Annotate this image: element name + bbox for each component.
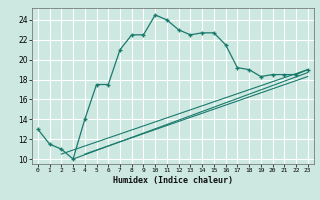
X-axis label: Humidex (Indice chaleur): Humidex (Indice chaleur) (113, 176, 233, 185)
